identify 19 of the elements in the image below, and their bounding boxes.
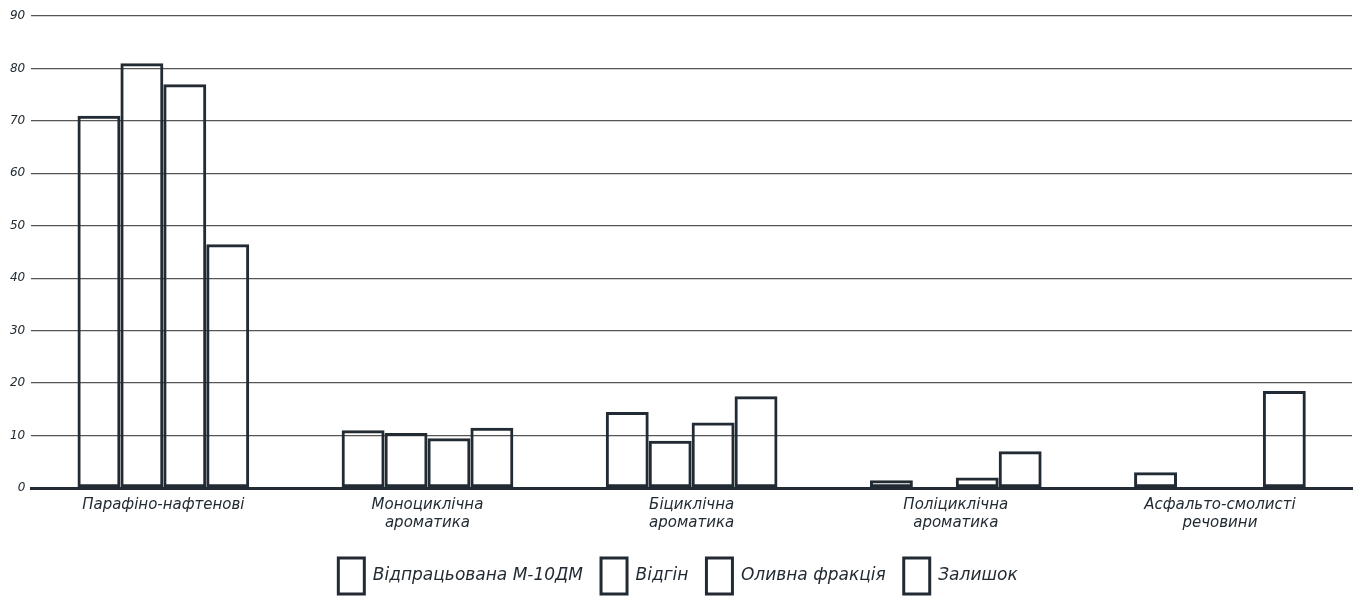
- y-tick-label: 30: [9, 322, 26, 337]
- y-tick-label: 60: [9, 165, 26, 180]
- y-tick-label: 90: [9, 8, 26, 23]
- x-tick-label: Моноциклічна ароматика: [371, 494, 484, 531]
- x-tick-label: Парафіно-нафтенові: [82, 494, 246, 513]
- legend-label: Оливна фракція: [740, 564, 886, 585]
- y-tick-label: 0: [17, 480, 26, 495]
- legend-label: Відгін: [635, 564, 689, 585]
- legend-label: Залишок: [938, 564, 1019, 585]
- x-tick-label: Біциклічна ароматика: [649, 494, 735, 531]
- y-tick-label: 40: [9, 270, 26, 285]
- x-tick-label: Поліциклічна ароматика: [903, 494, 1009, 531]
- legend-label: Відпрацьована М-10ДМ: [372, 564, 584, 585]
- x-tick-label: Асфальто-смолисті речовини: [1143, 494, 1297, 531]
- y-tick-label: 80: [9, 60, 26, 75]
- y-tick-label: 50: [9, 217, 26, 232]
- y-tick-label: 10: [9, 427, 26, 442]
- y-tick-label: 20: [9, 375, 26, 390]
- y-tick-label: 70: [9, 113, 26, 128]
